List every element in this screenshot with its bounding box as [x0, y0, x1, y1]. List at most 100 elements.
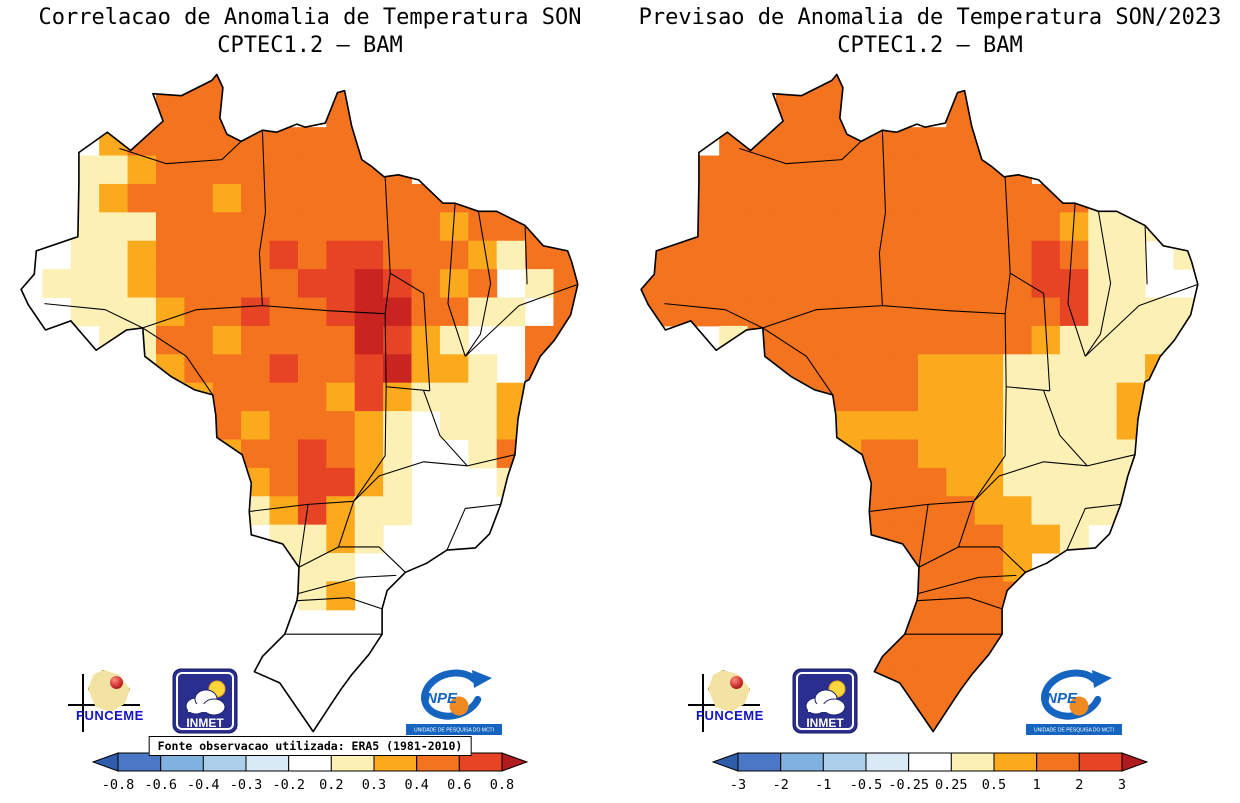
grid-cell: [383, 411, 413, 440]
colorbar-tick-label: 0.25: [935, 777, 968, 793]
grid-cell: [747, 212, 777, 242]
grid-cell: [832, 325, 862, 355]
grid-cell: [974, 269, 1004, 299]
inpe-label: INPE: [1042, 690, 1078, 707]
grid-cell: [1116, 269, 1146, 299]
grid-cell: [241, 240, 271, 270]
inpe-label: INPE: [422, 690, 458, 707]
state-borders: [664, 131, 1198, 635]
grid-cell: [889, 723, 919, 732]
grid-cell: [861, 382, 891, 412]
grid-cell: [184, 155, 214, 185]
grid-cell: [889, 212, 919, 242]
grid-cell: [804, 155, 834, 185]
grid-cell: [1088, 439, 1118, 469]
funceme-axis-vertical: [702, 674, 704, 732]
grid-cell: [641, 297, 663, 327]
cloud-icon: [185, 689, 226, 716]
grid-cell: [212, 183, 242, 213]
grid-cell: [297, 496, 327, 526]
grid-cell: [1116, 467, 1146, 497]
grid-cell: [269, 411, 299, 440]
grid-cell: [297, 354, 327, 384]
colorbar-left-arrow: [91, 752, 119, 772]
grid-cell: [1145, 183, 1174, 213]
grid-cell: [383, 354, 413, 384]
colorbar-left-arrow: [711, 752, 739, 772]
grid-cell: [155, 325, 185, 355]
grid-cell: [889, 325, 919, 355]
grid-cell: [297, 269, 327, 299]
grid-cell: [946, 74, 976, 100]
grid-cell: [917, 638, 947, 668]
grid-cell: [832, 269, 862, 299]
grid-cell: [297, 411, 327, 440]
grid-cell: [974, 496, 1004, 526]
grid-cell: [525, 269, 554, 299]
grid-cell: [1003, 496, 1033, 526]
grid-cell: [553, 269, 578, 299]
cloud-icon: [805, 689, 846, 716]
grid-cell: [889, 411, 919, 440]
grid-cell: [354, 325, 384, 355]
inmet-inner-border: [796, 672, 854, 730]
grid-cell: [747, 183, 777, 213]
grid-cell: [946, 439, 976, 469]
grid-cell: [917, 695, 947, 724]
grid-cell: [1173, 325, 1198, 355]
grid-cell: [1145, 382, 1174, 412]
grid-cell: [917, 212, 947, 242]
grid-cell: [974, 354, 1004, 384]
grid-cell: [804, 127, 834, 157]
grid-cell: [861, 411, 891, 440]
grid-cell: [241, 354, 271, 384]
grid-cell: [212, 269, 242, 299]
grid-cell: [326, 411, 356, 440]
panel-title: Previsao de Anomalia de Temperatura SON/…: [638, 5, 1222, 30]
grid-cell: [719, 127, 749, 157]
grid-cell: [127, 325, 157, 355]
grid-cell: [297, 553, 327, 582]
grid-cell: [468, 354, 498, 384]
inmet-label: INMET: [186, 716, 224, 730]
grid-cell: [383, 439, 413, 469]
grid-cell: [241, 411, 271, 440]
grid-cell: [804, 74, 834, 100]
grid-cell: [525, 382, 554, 412]
grid-cell: [297, 183, 327, 213]
grid-cell: [269, 467, 299, 497]
grid-cell: [297, 297, 327, 327]
grid-cell: [889, 467, 919, 497]
colorbar-tick-label: -0.2: [272, 777, 305, 793]
grid-cell: [241, 127, 271, 157]
grid-cell: [1202, 269, 1212, 298]
grid-cell: [1031, 524, 1061, 554]
grid-cell: [861, 269, 891, 299]
colorbar-tick-label: 3: [1118, 777, 1126, 793]
grid-cell: [411, 269, 441, 299]
funceme-axis-vertical: [82, 674, 84, 732]
grid-cell: [946, 155, 976, 185]
grid-cell: [468, 439, 498, 469]
grid-cell: [832, 467, 862, 497]
grid-cell: [974, 183, 1004, 213]
grid-cell: [70, 240, 100, 270]
grid-cell: [212, 411, 242, 440]
grid-cell: [155, 212, 185, 242]
grid-cell: [297, 325, 327, 355]
grid-cell: [70, 269, 100, 299]
grid-cell: [804, 98, 834, 128]
grid-cell: [241, 439, 271, 469]
grid-cell: [974, 212, 1004, 242]
grid-cell: [354, 524, 384, 554]
grid-cell: [1145, 297, 1174, 327]
grid-cell: [775, 240, 805, 270]
grid-cell: [439, 240, 469, 270]
grid-cell: [70, 155, 100, 185]
grid-cell: [1088, 269, 1118, 299]
grid-cell: [917, 240, 947, 270]
grid-cell: [1003, 240, 1033, 270]
colorbar-tick-label: 2: [1075, 777, 1083, 793]
grid-cell: [946, 354, 976, 384]
grid-cell: [269, 553, 299, 582]
